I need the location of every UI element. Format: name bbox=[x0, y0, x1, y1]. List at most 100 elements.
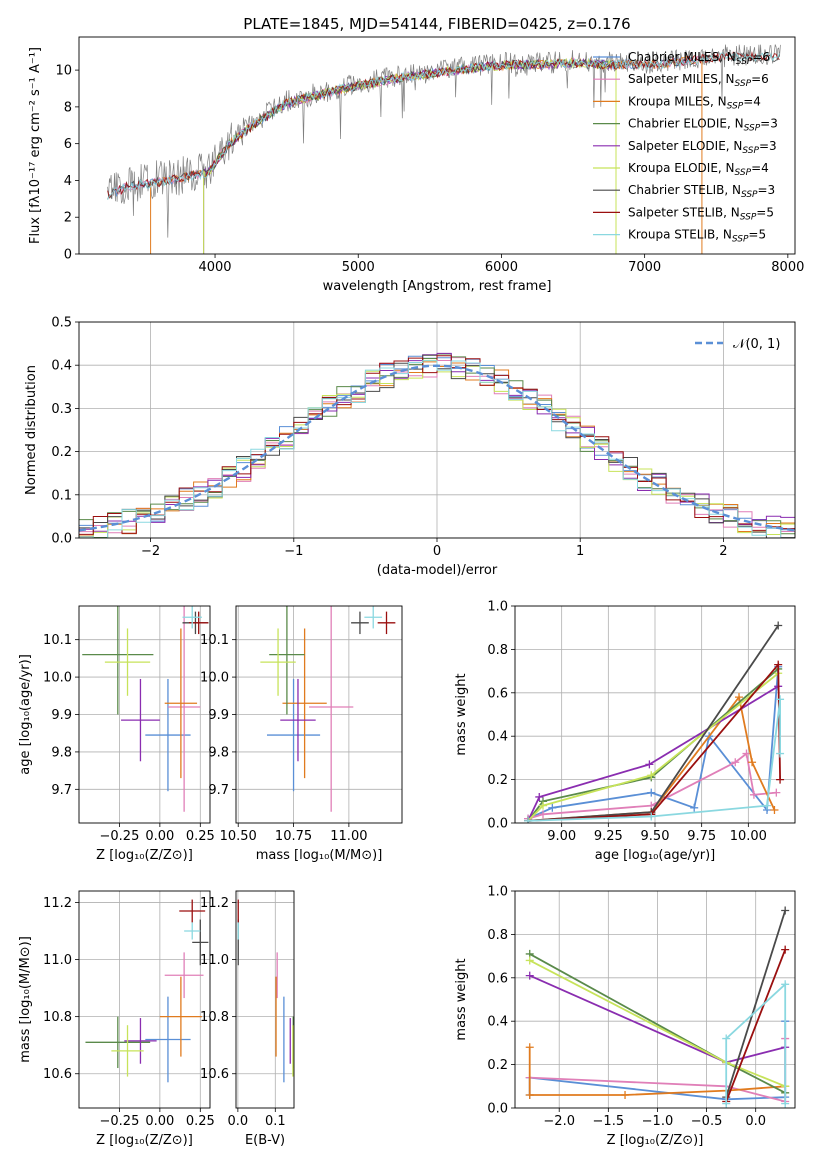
y-tick-label: 11.0 bbox=[43, 953, 72, 968]
y-axis-label: mass weight bbox=[454, 673, 469, 755]
y-tick-label: 0.8 bbox=[487, 928, 508, 943]
weight-point bbox=[776, 749, 785, 758]
weight-point bbox=[647, 788, 656, 797]
y-tick-label: 10.1 bbox=[43, 633, 72, 648]
x-tick-label: 10.75 bbox=[275, 829, 312, 844]
y-tick-label: 11.2 bbox=[43, 896, 72, 911]
panel-age_vs_mass: 10.50 10.75 11.00 9.7 9.8 9.9 10.0 10.1 mass [lo… bbox=[200, 605, 403, 863]
axes-frame bbox=[514, 890, 796, 1109]
x-tick-label: 0.0 bbox=[228, 1114, 249, 1129]
y-tick-label: 0.2 bbox=[487, 773, 508, 788]
panel-mass_vs_Z: −0.25 0.00 0.25 10.6 10.8 11.0 11.2 Z [log₁₀(Z/… bbox=[18, 890, 215, 1148]
y-axis-label: mass weight bbox=[454, 958, 469, 1040]
axes-frame bbox=[78, 321, 796, 539]
y-tick-label: 0 bbox=[64, 248, 72, 263]
x-tick-label: 7000 bbox=[628, 260, 661, 275]
y-tick-label: 9.8 bbox=[51, 745, 72, 760]
y-tick-label: 0.4 bbox=[51, 359, 72, 374]
x-tick-label: −0.25 bbox=[100, 829, 140, 844]
y-tick-label: 6 bbox=[64, 137, 72, 152]
y-tick-label: 10.6 bbox=[200, 1067, 229, 1082]
weight-line bbox=[528, 662, 781, 822]
x-tick-label: 1 bbox=[576, 544, 584, 559]
y-tick-label: 0.0 bbox=[487, 817, 508, 832]
y-tick-label: 0.6 bbox=[487, 971, 508, 986]
legend-label: Kroupa MILES, NSSP=4 bbox=[628, 94, 761, 111]
y-tick-label: 9.7 bbox=[51, 783, 72, 798]
panel-mass_vs_EBV: 0.0 0.1 10.6 10.8 11.0 11.2 E(B-V) bbox=[200, 890, 295, 1148]
weight-point bbox=[647, 812, 656, 821]
x-axis-label: mass [log₁₀(M/M⊙)] bbox=[256, 848, 383, 863]
y-tick-label: 9.7 bbox=[208, 783, 229, 798]
weight-point bbox=[548, 803, 557, 812]
x-tick-label: 6000 bbox=[485, 260, 518, 275]
y-tick-label: 8 bbox=[64, 100, 72, 115]
panel-weight_vs_Z: −2.0 −1.5 −1.0 −0.5 0.0 0.0 0.2 0.4 0.6 0.8 1.0 Z [… bbox=[454, 885, 796, 1148]
spectrum-model bbox=[107, 51, 780, 200]
weight-point bbox=[781, 906, 790, 915]
plot-area bbox=[236, 606, 402, 823]
legend-label: Chabrier STELIB, NSSP=3 bbox=[628, 183, 775, 200]
y-tick-label: 0.4 bbox=[487, 1015, 508, 1030]
y-tick-label: 9.9 bbox=[51, 708, 72, 723]
y-tick-label: 9.8 bbox=[208, 745, 229, 760]
plot-area bbox=[79, 606, 210, 823]
weight-line bbox=[527, 672, 779, 822]
x-tick-label: 9.25 bbox=[594, 829, 623, 844]
x-tick-label: 8000 bbox=[771, 260, 804, 275]
y-tick-label: 0.3 bbox=[51, 402, 72, 417]
axes-frame bbox=[78, 605, 211, 824]
y-tick-label: 10.8 bbox=[43, 1010, 72, 1025]
weight-point bbox=[776, 775, 785, 784]
weight-point bbox=[525, 956, 534, 965]
x-tick-label: 10.50 bbox=[220, 829, 257, 844]
weight-line bbox=[725, 949, 787, 1102]
weight-point bbox=[524, 816, 533, 823]
weight-point bbox=[539, 810, 547, 819]
legend-label: Kroupa ELODIE, NSSP=4 bbox=[628, 161, 769, 178]
weight-point bbox=[770, 805, 779, 814]
panel-age_vs_Z: −0.25 0.00 0.25 9.7 9.8 9.9 10.0 10.1 Z [log₁₀(Z… bbox=[18, 605, 215, 863]
y-tick-label: 0.4 bbox=[487, 730, 508, 745]
plot-area bbox=[515, 891, 795, 1108]
weight-point bbox=[776, 695, 785, 704]
legend-label: Salpeter MILES, NSSP=6 bbox=[628, 72, 769, 89]
axes-frame bbox=[78, 36, 796, 255]
y-tick-label: 11.0 bbox=[200, 953, 229, 968]
weight-point bbox=[772, 788, 781, 797]
weight-line bbox=[527, 668, 779, 822]
weight-point bbox=[525, 971, 534, 980]
x-axis-label: (data-model)/error bbox=[377, 563, 498, 578]
weight-point bbox=[525, 1090, 534, 1099]
y-tick-label: 0.2 bbox=[487, 1058, 508, 1073]
panel-residuals: −2 −1 0 1 2 0.0 0.1 0.2 0.3 0.4 0.5 (data-model)/er… bbox=[24, 316, 796, 578]
weight-point bbox=[731, 758, 740, 767]
weight-line bbox=[528, 624, 779, 822]
x-tick-label: −1.0 bbox=[642, 1114, 674, 1129]
y-axis-label: mass [log₁₀(M/M⊙)] bbox=[18, 936, 33, 1063]
x-tick-label: 0.00 bbox=[145, 829, 174, 844]
legend-label: Salpeter STELIB, NSSP=5 bbox=[628, 205, 774, 222]
weight-point bbox=[742, 749, 751, 758]
y-tick-label: 1.0 bbox=[487, 885, 508, 900]
y-tick-label: 0.5 bbox=[51, 316, 72, 331]
legend-label: Chabrier ELODIE, NSSP=3 bbox=[628, 117, 778, 134]
plot-area bbox=[236, 891, 294, 1108]
y-axis-label: Flux [fλ10⁻¹⁷ erg cm⁻² s⁻¹ A⁻¹] bbox=[28, 47, 43, 244]
x-tick-label: 0.25 bbox=[186, 1114, 215, 1129]
weight-point bbox=[647, 771, 656, 780]
y-tick-label: 10.8 bbox=[200, 1010, 229, 1025]
spectrum-model bbox=[107, 51, 780, 200]
x-axis-label: Z [log₁₀(Z/Z⊙)] bbox=[96, 848, 193, 863]
x-tick-label: −1 bbox=[284, 544, 303, 559]
axes-frame bbox=[78, 890, 211, 1109]
weight-point bbox=[621, 1090, 630, 1099]
weight-line bbox=[725, 982, 787, 1104]
x-tick-label: −1.5 bbox=[593, 1114, 625, 1129]
figure-title: PLATE=1845, MJD=54144, FIBERID=0425, z=0… bbox=[243, 15, 630, 33]
weight-point bbox=[749, 790, 758, 799]
x-axis-label: Z [log₁₀(Z/Z⊙)] bbox=[96, 1133, 193, 1148]
y-tick-label: 0.0 bbox=[51, 532, 72, 547]
weight-point bbox=[763, 801, 771, 810]
y-tick-label: 4 bbox=[64, 174, 72, 189]
